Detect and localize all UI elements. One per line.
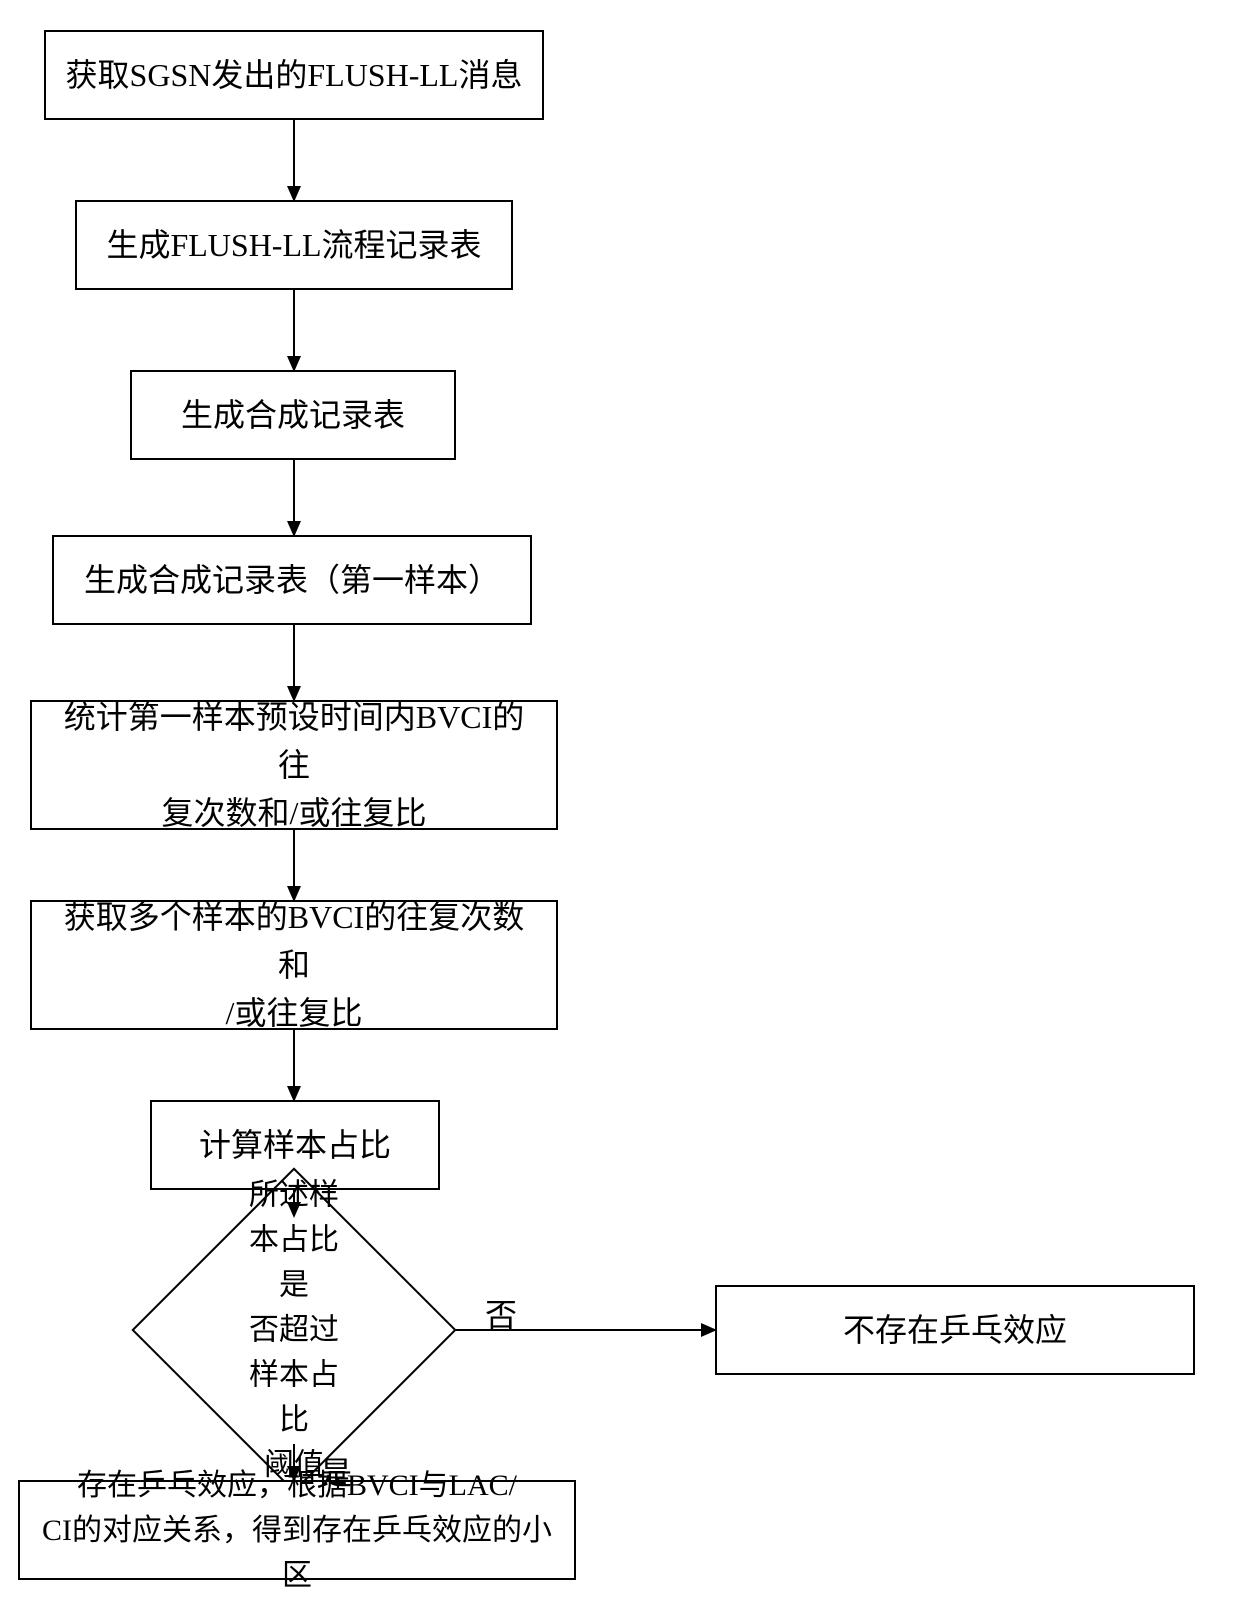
step-count-bvci-first: 统计第一样本预设时间内BVCI的往 复次数和/或往复比 xyxy=(30,700,558,830)
step-text: 生成合成记录表 xyxy=(181,391,405,439)
step-text: 生成合成记录表（第一样本） xyxy=(84,556,500,604)
flowchart-canvas: 获取SGSN发出的FLUSH-LL消息 生成FLUSH-LL流程记录表 生成合成… xyxy=(0,0,1240,1601)
step-text: 存在乒乓效应，根据BVCI与LAC/ CI的对应关系，得到存在乒乓效应的小区 xyxy=(36,1463,558,1598)
decision-threshold: 所述样本占比是 否超过样本占比 阈值 xyxy=(179,1215,409,1445)
branch-label-no: 否 xyxy=(485,1290,517,1336)
step-generate-flush-record: 生成FLUSH-LL流程记录表 xyxy=(75,200,513,290)
step-acquire-flush-ll: 获取SGSN发出的FLUSH-LL消息 xyxy=(44,30,544,120)
step-generate-first-sample: 生成合成记录表（第一样本） xyxy=(52,535,532,625)
step-text: 获取SGSN发出的FLUSH-LL消息 xyxy=(66,51,523,99)
step-get-multi-bvci: 获取多个样本的BVCI的往复次数和 /或往复比 xyxy=(30,900,558,1030)
step-text: 计算样本占比 xyxy=(199,1121,391,1169)
decision-text: 所述样本占比是 否超过样本占比 阈值 xyxy=(237,1173,352,1488)
step-no-pingpong: 不存在乒乓效应 xyxy=(715,1285,1195,1375)
branch-label-yes: 是 xyxy=(320,1448,352,1494)
step-has-pingpong: 存在乒乓效应，根据BVCI与LAC/ CI的对应关系，得到存在乒乓效应的小区 xyxy=(18,1480,576,1580)
step-text: 统计第一样本预设时间内BVCI的往 复次数和/或往复比 xyxy=(48,693,540,837)
step-text: 获取多个样本的BVCI的往复次数和 /或往复比 xyxy=(48,893,540,1037)
step-text: 不存在乒乓效应 xyxy=(843,1306,1067,1354)
step-text: 生成FLUSH-LL流程记录表 xyxy=(106,221,481,269)
step-generate-synth-record: 生成合成记录表 xyxy=(130,370,456,460)
